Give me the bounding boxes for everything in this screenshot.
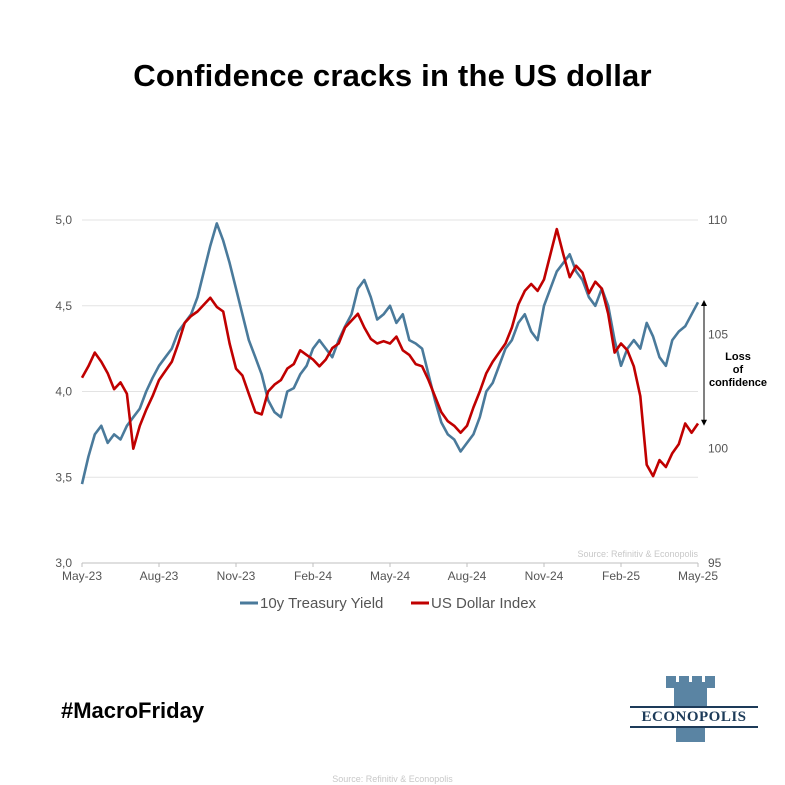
- x-axis-ticks: May-23 Aug-23 Nov-23 Feb-24 May-24 Aug-24 Nov-…: [62, 563, 718, 583]
- x-tick-label: May-25: [678, 569, 718, 583]
- x-tick-label: Aug-23: [140, 569, 179, 583]
- left-y-tick-label: 4,5: [55, 299, 72, 313]
- chart-source-note: Source: Refinitiv & Econopolis: [577, 549, 698, 559]
- x-tick-label: Aug-24: [448, 569, 487, 583]
- right-y-tick-label: 105: [708, 327, 728, 341]
- chart-title: Confidence cracks in the US dollar: [133, 58, 652, 93]
- left-y-tick-label: 3,0: [55, 556, 72, 570]
- left-y-axis-ticks: 3,0 3,5 4,0 4,5 5,0: [55, 213, 72, 570]
- annotation-label: confidence: [709, 377, 767, 389]
- left-y-tick-label: 4,0: [55, 385, 72, 399]
- annotation-arrow-head-bottom: [701, 419, 707, 426]
- x-tick-label: May-24: [370, 569, 410, 583]
- hashtag-label: #MacroFriday: [61, 698, 205, 723]
- tower-merlon: [692, 676, 702, 684]
- logo-wordmark: ECONOPOLIS: [630, 706, 758, 728]
- econopolis-logo: ECONOPOLIS: [630, 668, 758, 746]
- right-y-axis-ticks: 95 100 105 110: [708, 213, 728, 570]
- x-tick-label: Nov-24: [525, 569, 564, 583]
- x-tick-label: Feb-25: [602, 569, 640, 583]
- tower-body: [674, 688, 707, 706]
- annotation-label: Loss: [725, 351, 751, 363]
- tower-icon: [666, 676, 715, 742]
- legend-label-dollar: US Dollar Index: [431, 595, 537, 612]
- legend-label-treasury: 10y Treasury Yield: [260, 595, 383, 612]
- annotation-label: of: [733, 364, 744, 376]
- legend: 10y Treasury Yield US Dollar Index: [240, 595, 537, 612]
- right-y-tick-label: 100: [708, 442, 728, 456]
- footer-source: Source: Refinitiv & Econopolis: [332, 774, 453, 784]
- annotation-arrow-head-top: [701, 300, 707, 307]
- gridlines: [82, 219, 698, 564]
- x-tick-label: May-23: [62, 569, 102, 583]
- x-tick-label: Feb-24: [294, 569, 332, 583]
- tower-merlon: [679, 676, 689, 684]
- left-y-tick-label: 5,0: [55, 213, 72, 227]
- series-lines: [80, 222, 700, 485]
- tower-merlon: [666, 676, 676, 684]
- right-y-tick-label: 110: [708, 213, 727, 227]
- tower-base: [676, 728, 705, 742]
- right-y-tick-label: 95: [708, 556, 722, 570]
- tower-merlon: [705, 676, 715, 684]
- tower-parapet: [666, 682, 715, 688]
- dollar-index-line: [80, 227, 700, 478]
- left-y-tick-label: 3,5: [55, 470, 72, 484]
- x-tick-label: Nov-23: [217, 569, 256, 583]
